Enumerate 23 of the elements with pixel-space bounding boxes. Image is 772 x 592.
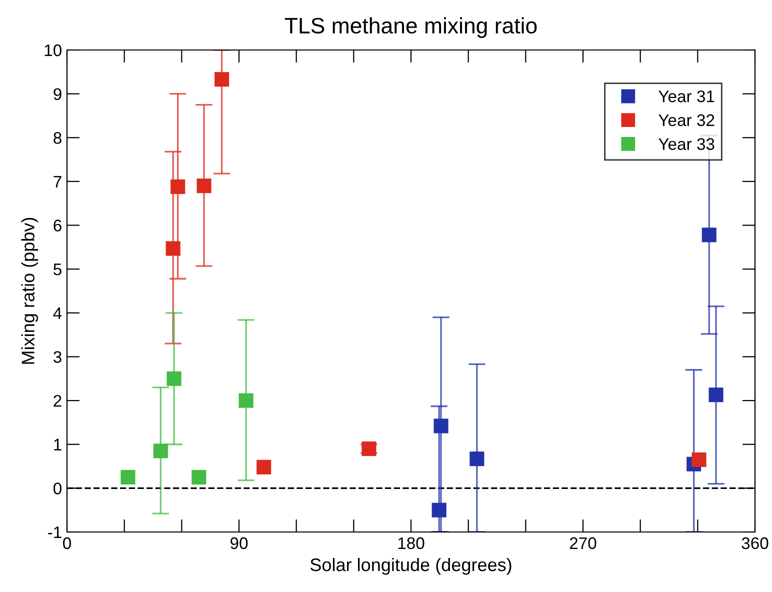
x-tick-label: 0	[63, 537, 71, 550]
y-tick-label: 10	[44, 44, 62, 56]
y-axis-title: Mixing ratio (ppbv)	[21, 218, 38, 364]
legend-label: Year 32	[658, 114, 714, 126]
y-tick-label: 1	[54, 438, 62, 450]
y-tick-label: 8	[54, 132, 62, 144]
x-tick-label: 90	[230, 537, 248, 550]
legend-label: Year 33	[658, 138, 714, 150]
y-tick-label: -1	[48, 526, 62, 538]
y-tick-label: 9	[54, 88, 62, 100]
y-tick-label: 7	[54, 176, 62, 188]
y-tick-label: 2	[54, 394, 62, 407]
y-tick-label: 5	[54, 264, 62, 276]
legend-label: Year 31	[658, 90, 714, 102]
y-tick-label: 4	[53, 307, 62, 319]
x-axis-title: Solar longitude (degrees)	[310, 558, 512, 575]
y-tick-label: 0	[54, 482, 62, 494]
x-tick-label: 180	[398, 537, 424, 550]
x-tick-label: 360	[742, 537, 768, 550]
x-tick-label: 270	[570, 537, 596, 550]
y-tick-label: 3	[54, 351, 62, 363]
chart-title: TLS methane mixing ratio	[284, 17, 537, 38]
y-tick-label: 6	[54, 220, 62, 232]
